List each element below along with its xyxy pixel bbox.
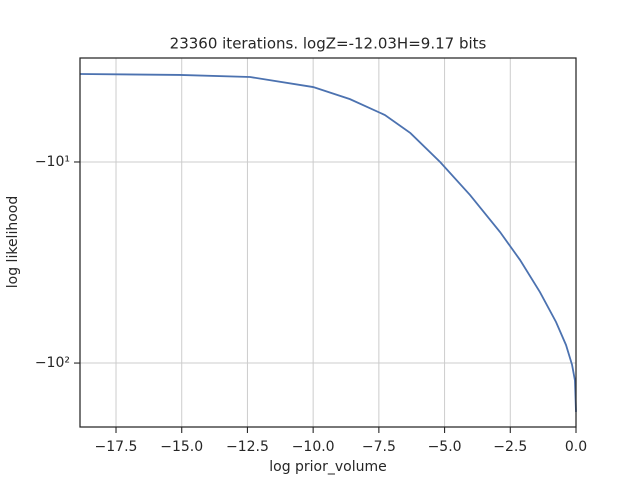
y-tick-label: −10¹ [35, 154, 70, 170]
data-line [79, 73, 577, 412]
y-axis-label: log likelihood [5, 196, 21, 288]
x-tick-label: −12.5 [226, 439, 269, 455]
x-axis-label: log prior_volume [269, 459, 387, 475]
plot-frame [79, 57, 577, 428]
y-tick-label: −10² [35, 355, 70, 371]
x-tick-label: −10.0 [292, 439, 335, 455]
x-tick-label: −15.0 [160, 439, 203, 455]
x-tick-label: −5.0 [428, 439, 462, 455]
x-tick-label: −7.5 [362, 439, 396, 455]
chart-title: 23360 iterations. logZ=-12.03H=9.17 bits [170, 35, 487, 53]
x-tick-label: 0.0 [565, 439, 587, 455]
x-tick-label: −2.5 [493, 439, 527, 455]
x-tick-label: −17.5 [95, 439, 138, 455]
